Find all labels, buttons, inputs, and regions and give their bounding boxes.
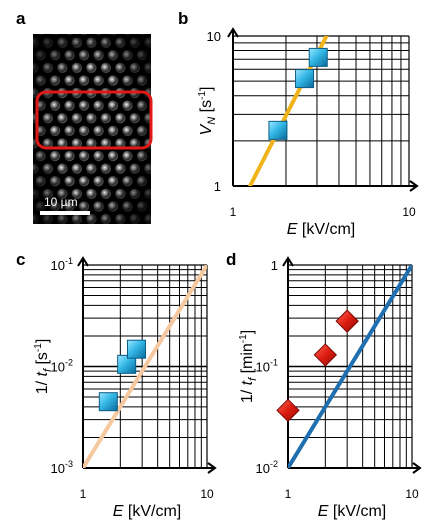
y-tick-label: 10 bbox=[207, 29, 221, 44]
y-tick-label: 1 bbox=[214, 179, 221, 194]
y-axis-label: VN [s-1] bbox=[197, 87, 218, 136]
particle bbox=[151, 151, 161, 161]
y-tick-label: 10-2 bbox=[256, 459, 278, 476]
particle bbox=[151, 100, 161, 110]
panel-letter-a: a bbox=[16, 9, 26, 28]
particle bbox=[35, 226, 45, 236]
particle bbox=[151, 176, 161, 186]
particle bbox=[93, 226, 103, 236]
particle bbox=[108, 226, 118, 236]
scale-bar bbox=[40, 211, 90, 215]
y-axis-arrow bbox=[227, 27, 239, 38]
y-tick-label: 10-1 bbox=[51, 256, 73, 273]
particle bbox=[21, 201, 31, 211]
x-tick-label: 1 bbox=[80, 487, 87, 501]
particle bbox=[21, 176, 31, 186]
y-axis-label: 1/ tf [min-1] bbox=[238, 330, 259, 403]
x-axis-arrow bbox=[207, 462, 217, 474]
data-point bbox=[308, 47, 328, 67]
particle bbox=[95, 34, 102, 36]
y-axis-label: 1/ tf [s-1] bbox=[33, 339, 54, 395]
data-point bbox=[268, 120, 288, 140]
x-tick-label: 1 bbox=[230, 205, 237, 219]
particle bbox=[64, 226, 74, 236]
data-point bbox=[126, 339, 146, 359]
particle bbox=[51, 34, 59, 36]
y-tick-label: 10-3 bbox=[51, 459, 73, 476]
particle bbox=[21, 226, 31, 236]
x-tick-label: 10 bbox=[405, 487, 419, 501]
x-axis-arrow bbox=[409, 180, 419, 192]
particle bbox=[122, 226, 132, 236]
particle bbox=[21, 75, 31, 85]
particle bbox=[21, 100, 31, 110]
micrograph-vignette bbox=[33, 34, 151, 224]
data-point bbox=[295, 69, 315, 89]
panel-letter-b: b bbox=[178, 9, 188, 28]
particle bbox=[151, 50, 161, 60]
particle bbox=[80, 34, 88, 36]
x-axis-arrow bbox=[412, 462, 422, 474]
x-tick-label: 1 bbox=[285, 487, 292, 501]
particle bbox=[37, 34, 44, 36]
scale-bar-label: 10 µm bbox=[44, 195, 78, 209]
data-point bbox=[276, 398, 300, 423]
particle bbox=[151, 126, 161, 136]
micrograph-panel: 10 µm bbox=[21, 25, 161, 236]
particle bbox=[21, 151, 31, 161]
particle bbox=[137, 226, 147, 236]
x-axis-label: E [kV/cm] bbox=[113, 503, 181, 520]
particle bbox=[21, 50, 31, 60]
particle bbox=[151, 25, 161, 35]
y-tick-label: 10-1 bbox=[256, 358, 278, 375]
particle bbox=[79, 226, 89, 236]
particle bbox=[50, 226, 60, 236]
fit-line bbox=[83, 265, 207, 468]
x-tick-label: 10 bbox=[200, 487, 214, 501]
data-point bbox=[313, 343, 338, 367]
panel-letter-c: c bbox=[16, 250, 25, 269]
particle bbox=[21, 126, 31, 136]
x-axis-label: E [kV/cm] bbox=[287, 221, 355, 238]
particle bbox=[124, 34, 131, 36]
particle bbox=[151, 201, 161, 211]
data-point bbox=[98, 392, 118, 412]
plot-b: 1 10 1 10 E [kV/cm] VN [s-1] bbox=[197, 27, 419, 238]
y-tick-label: 10-2 bbox=[51, 358, 73, 375]
y-axis-arrow bbox=[282, 256, 294, 267]
data-point bbox=[335, 309, 359, 333]
particle bbox=[66, 34, 73, 36]
plot-d: 1 10 10-2 10-1 1 E [kV/cm] 1/ tf [min-1] bbox=[238, 256, 422, 520]
plot-c: 1 10 10-3 10-2 10-1 E [kV/cm] 1/ tf [s-1] bbox=[33, 256, 217, 520]
x-axis-label: E [kV/cm] bbox=[318, 503, 386, 520]
particle bbox=[138, 34, 146, 36]
fit-line bbox=[288, 265, 412, 468]
particle bbox=[109, 34, 117, 36]
y-tick-label: 1 bbox=[271, 258, 278, 273]
x-tick-label: 10 bbox=[402, 205, 416, 219]
data-point bbox=[117, 354, 137, 374]
particle bbox=[151, 75, 161, 85]
panel-letter-d: d bbox=[226, 250, 236, 269]
highlight-box bbox=[35, 90, 153, 150]
y-axis-arrow bbox=[77, 256, 89, 267]
particle bbox=[151, 226, 161, 236]
